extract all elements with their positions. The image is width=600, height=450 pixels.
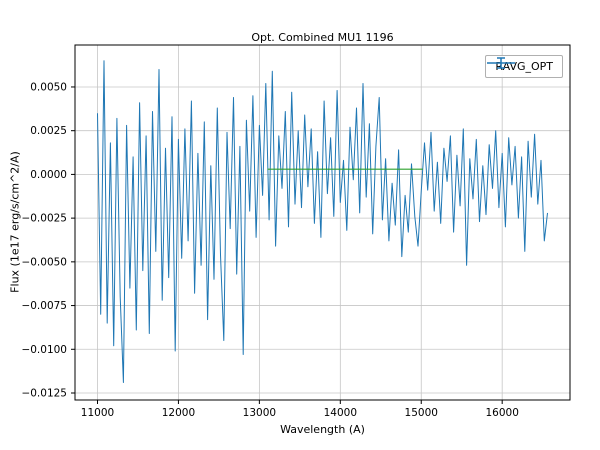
- x-tick-label: 13000: [243, 407, 276, 419]
- chart-title: Opt. Combined MU1 1196: [251, 31, 394, 44]
- x-tick-label: 14000: [324, 407, 357, 419]
- y-tick-label: −0.0075: [21, 300, 67, 312]
- y-tick-label: 0.0025: [30, 125, 67, 137]
- x-tick-label: 11000: [81, 407, 114, 419]
- x-tick-label: 12000: [162, 407, 195, 419]
- errorbar-marker-icon: [487, 57, 516, 69]
- y-tick-label: −0.0025: [21, 213, 67, 225]
- spectrum-line: [97, 60, 548, 383]
- y-tick-label: −0.0100: [21, 344, 67, 356]
- y-axis-label: Flux (1e17 erg/s/cm^2/A): [8, 151, 22, 293]
- y-tick-label: −0.0050: [21, 256, 67, 268]
- legend: RAVG_OPT: [485, 55, 563, 78]
- y-tick-label: 0.0050: [30, 81, 67, 93]
- x-axis-label: Wavelength (A): [280, 423, 365, 436]
- x-tick-label: 15000: [405, 407, 438, 419]
- axes-border: [74, 44, 571, 401]
- y-tick-label: 0.0000: [30, 169, 67, 181]
- y-tick-label: −0.0125: [21, 388, 67, 400]
- x-tick-label: 16000: [485, 407, 518, 419]
